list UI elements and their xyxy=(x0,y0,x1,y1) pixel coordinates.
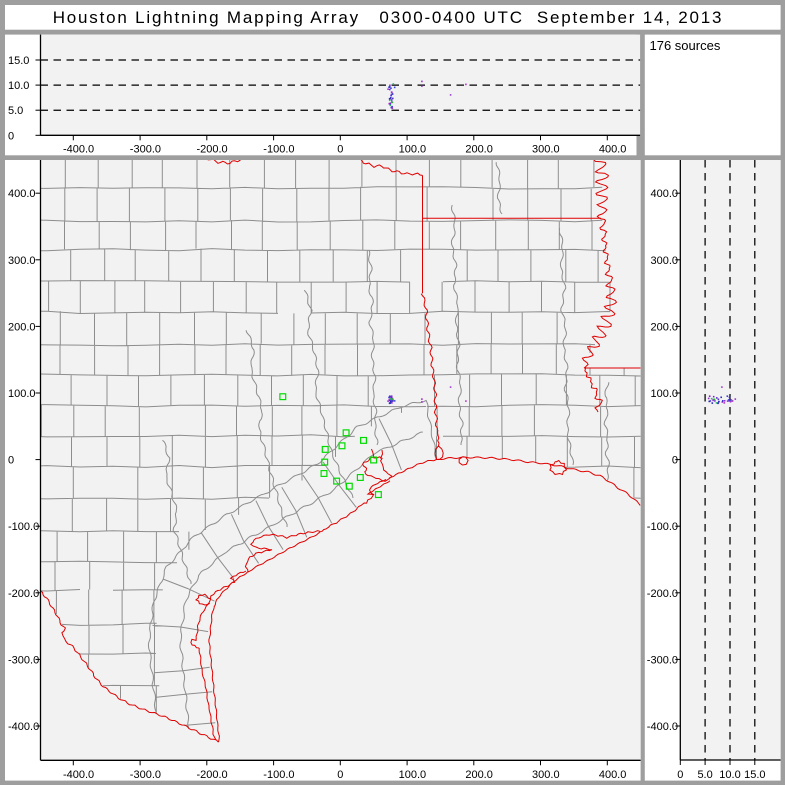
svg-text:400.0: 400.0 xyxy=(8,188,36,200)
svg-text:400.0: 400.0 xyxy=(599,143,627,155)
svg-text:200.0: 200.0 xyxy=(465,769,493,781)
svg-text:0: 0 xyxy=(672,455,678,467)
svg-text:176 sources: 176 sources xyxy=(650,38,721,53)
svg-text:200.0: 200.0 xyxy=(8,321,36,333)
svg-text:100.0: 100.0 xyxy=(399,769,427,781)
svg-text:-400.0: -400.0 xyxy=(8,721,39,733)
svg-text:-100.0: -100.0 xyxy=(263,769,294,781)
svg-text:-300.0: -300.0 xyxy=(8,654,39,666)
svg-text:-100.0: -100.0 xyxy=(8,521,39,533)
svg-text:Houston Lightning Mapping Arra: Houston Lightning Mapping Array 0300-040… xyxy=(53,8,724,27)
svg-text:-200.0: -200.0 xyxy=(647,588,678,600)
svg-text:-300.0: -300.0 xyxy=(647,654,678,666)
svg-text:-100.0: -100.0 xyxy=(647,521,678,533)
svg-text:0: 0 xyxy=(337,769,343,781)
svg-text:400.0: 400.0 xyxy=(599,769,627,781)
svg-text:0: 0 xyxy=(8,455,14,467)
svg-text:10.0: 10.0 xyxy=(8,80,29,92)
svg-text:5.0: 5.0 xyxy=(697,769,712,781)
svg-text:-200.0: -200.0 xyxy=(8,588,39,600)
svg-text:300.0: 300.0 xyxy=(532,143,560,155)
svg-text:0: 0 xyxy=(8,130,14,142)
svg-text:-100.0: -100.0 xyxy=(263,143,294,155)
svg-text:300.0: 300.0 xyxy=(650,255,678,267)
svg-text:-300.0: -300.0 xyxy=(130,769,161,781)
svg-text:300.0: 300.0 xyxy=(8,255,36,267)
svg-text:0: 0 xyxy=(337,143,343,155)
svg-text:-400.0: -400.0 xyxy=(63,143,94,155)
svg-text:400.0: 400.0 xyxy=(650,188,678,200)
svg-text:0: 0 xyxy=(677,769,683,781)
svg-text:100.0: 100.0 xyxy=(650,388,678,400)
svg-text:200.0: 200.0 xyxy=(465,143,493,155)
svg-text:-400.0: -400.0 xyxy=(647,721,678,733)
svg-text:300.0: 300.0 xyxy=(532,769,560,781)
svg-text:5.0: 5.0 xyxy=(8,105,23,117)
svg-text:15.0: 15.0 xyxy=(744,769,765,781)
svg-text:-400.0: -400.0 xyxy=(63,769,94,781)
svg-text:10.0: 10.0 xyxy=(719,769,740,781)
svg-text:-300.0: -300.0 xyxy=(130,143,161,155)
svg-text:100.0: 100.0 xyxy=(8,388,36,400)
svg-text:-200.0: -200.0 xyxy=(196,143,227,155)
svg-text:-200.0: -200.0 xyxy=(196,769,227,781)
svg-text:200.0: 200.0 xyxy=(650,321,678,333)
svg-text:100.0: 100.0 xyxy=(399,143,427,155)
svg-text:15.0: 15.0 xyxy=(8,55,29,67)
